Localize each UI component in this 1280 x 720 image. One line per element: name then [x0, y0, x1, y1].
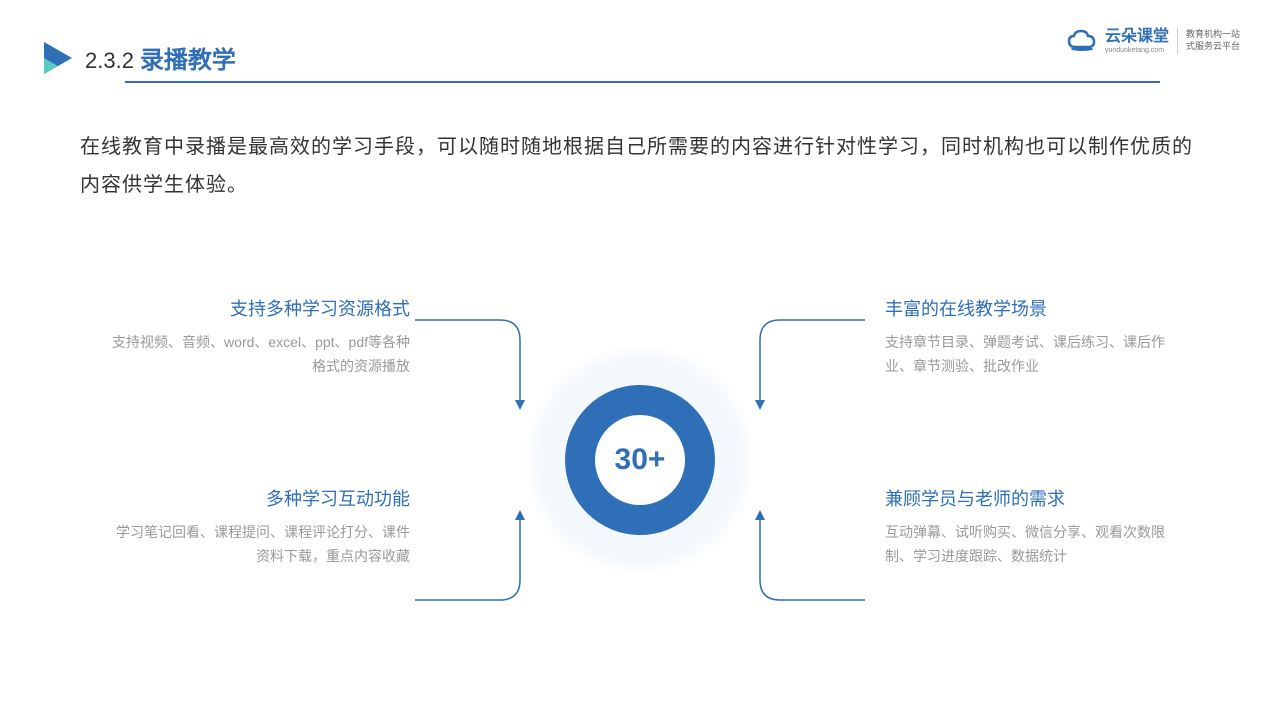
feature-top-right: 丰富的在线教学场景 支持章节目录、弹题考试、课后练习、课后作业、章节测验、批改作…: [885, 295, 1185, 379]
logo-divider: [1177, 28, 1178, 54]
logo-tagline-2: 式服务云平台: [1186, 41, 1240, 53]
feature-desc: 学习笔记回看、课程提问、课程评论打分、课件资料下载，重点内容收藏: [110, 521, 410, 569]
play-icon: [40, 40, 76, 81]
center-value: 30+: [615, 443, 666, 477]
feature-top-left: 支持多种学习资源格式 支持视频、音频、word、excel、ppt、pdf等各种…: [110, 295, 410, 379]
cloud-icon: [1067, 29, 1097, 53]
feature-desc: 支持章节目录、弹题考试、课后练习、课后作业、章节测验、批改作业: [885, 331, 1185, 379]
feature-diagram: 30+ 支持多种学习资源格式 支持视频、音频、word、excel、ppt、pd…: [0, 260, 1280, 660]
logo-main: 云朵课堂: [1105, 29, 1169, 45]
title-underline: [125, 81, 1160, 83]
feature-bottom-left: 多种学习互动功能 学习笔记回看、课程提问、课程评论打分、课件资料下载，重点内容收…: [110, 485, 410, 569]
logo-tagline-1: 教育机构一站: [1186, 29, 1240, 41]
logo-sub: yunduoketang.com: [1105, 47, 1169, 54]
intro-paragraph: 在线教育中录播是最高效的学习手段，可以随时随地根据自己所需要的内容进行针对性学习…: [0, 93, 1280, 204]
section-number: 2.3.2: [85, 48, 134, 74]
feature-title: 兼顾学员与老师的需求: [885, 485, 1185, 511]
feature-desc: 支持视频、音频、word、excel、ppt、pdf等各种格式的资源播放: [110, 331, 410, 379]
feature-title: 支持多种学习资源格式: [110, 295, 410, 321]
feature-desc: 互动弹幕、试听购买、微信分享、观看次数限制、学习进度跟踪、数据统计: [885, 521, 1185, 569]
section-title: 录播教学: [140, 40, 236, 75]
brand-logo: 云朵课堂 yunduoketang.com 教育机构一站 式服务云平台: [1067, 28, 1240, 54]
center-ring: 30+: [565, 385, 715, 535]
feature-title: 多种学习互动功能: [110, 485, 410, 511]
feature-title: 丰富的在线教学场景: [885, 295, 1185, 321]
slide-header: 2.3.2 录播教学 云朵课堂 yunduoketang.com 教育机构一站 …: [0, 0, 1280, 93]
center-halo: 30+: [525, 345, 755, 575]
feature-bottom-right: 兼顾学员与老师的需求 互动弹幕、试听购买、微信分享、观看次数限制、学习进度跟踪、…: [885, 485, 1185, 569]
